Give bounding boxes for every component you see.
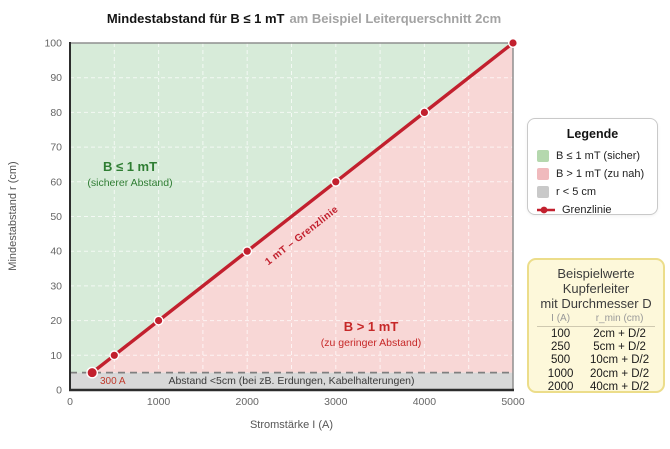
color-swatch-icon [537, 186, 549, 198]
x-tick-label: 0 [67, 396, 73, 408]
data-point [86, 366, 99, 379]
example-table-header: I (A) r_min (cm) [537, 313, 655, 327]
example-rmin-value: 40cm + D/2 [590, 380, 650, 393]
example-table-row: 2000 40cm + D/2 [537, 381, 655, 394]
example-current-value: 500 [551, 354, 571, 367]
legend-item-label: B ≤ 1 mT (sicher) [556, 150, 641, 162]
unsafe-region-subtitle: (zu geringer Abstand) [320, 337, 422, 349]
legend-item: Grenzlinie [537, 201, 657, 219]
data-point [153, 315, 164, 326]
legend-item-label: Grenzlinie [562, 204, 612, 216]
band-region-label: Abstand <5cm (bei zB. Erdungen, Kabelhal… [168, 375, 415, 387]
example-current-value: 1000 [547, 367, 574, 380]
line-marker-icon [537, 206, 555, 214]
y-tick-label: 90 [50, 72, 62, 84]
unsafe-region-label: B > 1 mT (zu geringer Abstand) [321, 319, 421, 349]
data-point [242, 246, 253, 257]
example-rmin-value: 5cm + D/2 [593, 341, 646, 354]
x-tick-label: 4000 [413, 396, 437, 408]
band-region [70, 372, 513, 390]
boundary-line-markers [86, 38, 519, 379]
legend-item: B > 1 mT (zu nah) [537, 165, 657, 183]
example-box-title: Beispielwerte Kupferleiter mit Durchmess… [529, 266, 663, 311]
example-table-row: 100 2cm + D/2 [537, 328, 655, 341]
legend-items: B ≤ 1 mT (sicher) B > 1 mT (zu nah) r < 5 … [537, 147, 657, 219]
legend-item: r < 5 cm [537, 183, 657, 201]
example-box-title-line1: Beispielwerte [557, 266, 635, 281]
y-tick-label: 100 [44, 38, 62, 50]
legend-item-label: r < 5 cm [556, 186, 597, 198]
safe-region-label: B ≤ 1 mT (sicherer Abstand) [87, 159, 172, 189]
legend-item-label: B > 1 mT (zu nah) [556, 168, 645, 180]
example-table-header-rmin: r_min (cm) [595, 313, 644, 324]
example-table-rows: 100 2cm + D/2 250 5cm + D/2 500 10cm + D/2 100… [537, 328, 655, 394]
color-swatch-icon [537, 150, 549, 162]
data-point [330, 176, 341, 187]
legend-item: B ≤ 1 mT (sicher) [537, 147, 657, 165]
example-rmin-value: 10cm + D/2 [590, 354, 650, 367]
example-table-header-current: I (A) [551, 313, 571, 324]
x-tick-label: 5000 [501, 396, 525, 408]
y-tick-label: 60 [50, 176, 62, 188]
example-current-value: 250 [551, 341, 571, 354]
y-axis-label: Mindestabstand r (cm) [7, 161, 19, 271]
data-point [508, 38, 519, 49]
y-tick-label: 30 [50, 280, 62, 292]
tick-labels: 0 1000 2000 3000 4000 5000 0 10 20 30 40 50 60 70 80 90… [44, 38, 524, 409]
y-tick-label: 10 [50, 350, 62, 362]
y-tick-label: 80 [50, 107, 62, 119]
color-swatch-icon [537, 168, 549, 180]
y-tick-label: 20 [50, 315, 62, 327]
x-axis-label: Stromstärke I (A) [249, 419, 334, 431]
y-tick-label: 70 [50, 142, 62, 154]
y-tick-label: 40 [50, 246, 62, 258]
example-table-row: 250 5cm + D/2 [537, 341, 655, 354]
unsafe-region-title: B > 1 mT [343, 319, 399, 334]
example-rmin-value: 2cm + D/2 [593, 328, 646, 340]
example-current-value: 2000 [547, 380, 574, 393]
example-table-row: 1000 20cm + D/2 [537, 368, 655, 381]
data-point [419, 107, 430, 118]
example-table-row: 500 10cm + D/2 [537, 354, 655, 367]
y-tick-label: 0 [56, 385, 62, 397]
legend-title: Legende [566, 127, 619, 141]
chart-title-main: Mindestabstand für B ≤ 1 mT [106, 11, 285, 26]
example-box-title-line2: Kupferleiter [562, 281, 630, 296]
example-current-value: 100 [551, 328, 571, 340]
x-tick-label: 3000 [324, 396, 348, 408]
safe-region-title: B ≤ 1 mT [102, 159, 158, 174]
x-tick-label: 1000 [147, 396, 171, 408]
safe-region-subtitle: (sicherer Abstand) [87, 177, 173, 189]
data-point [109, 350, 120, 361]
x-tick-label: 2000 [236, 396, 260, 408]
example-rmin-value: 20cm + D/2 [590, 367, 650, 380]
example-values-box: Beispielwerte Kupferleiter mit Durchmess… [527, 258, 665, 393]
chart-title: Mindestabstand für B ≤ 1 mT am Beispiel L… [40, 11, 568, 26]
start-current-annotation: 300 A [100, 376, 126, 387]
example-box-title-line3: mit Durchmesser D [540, 296, 652, 311]
chart-subtitle: am Beispiel Leiterquerschnitt 2cm [289, 11, 502, 26]
legend-box: Legende B ≤ 1 mT (sicher) B > 1 mT (zu na… [527, 118, 658, 216]
y-tick-label: 50 [50, 211, 62, 223]
